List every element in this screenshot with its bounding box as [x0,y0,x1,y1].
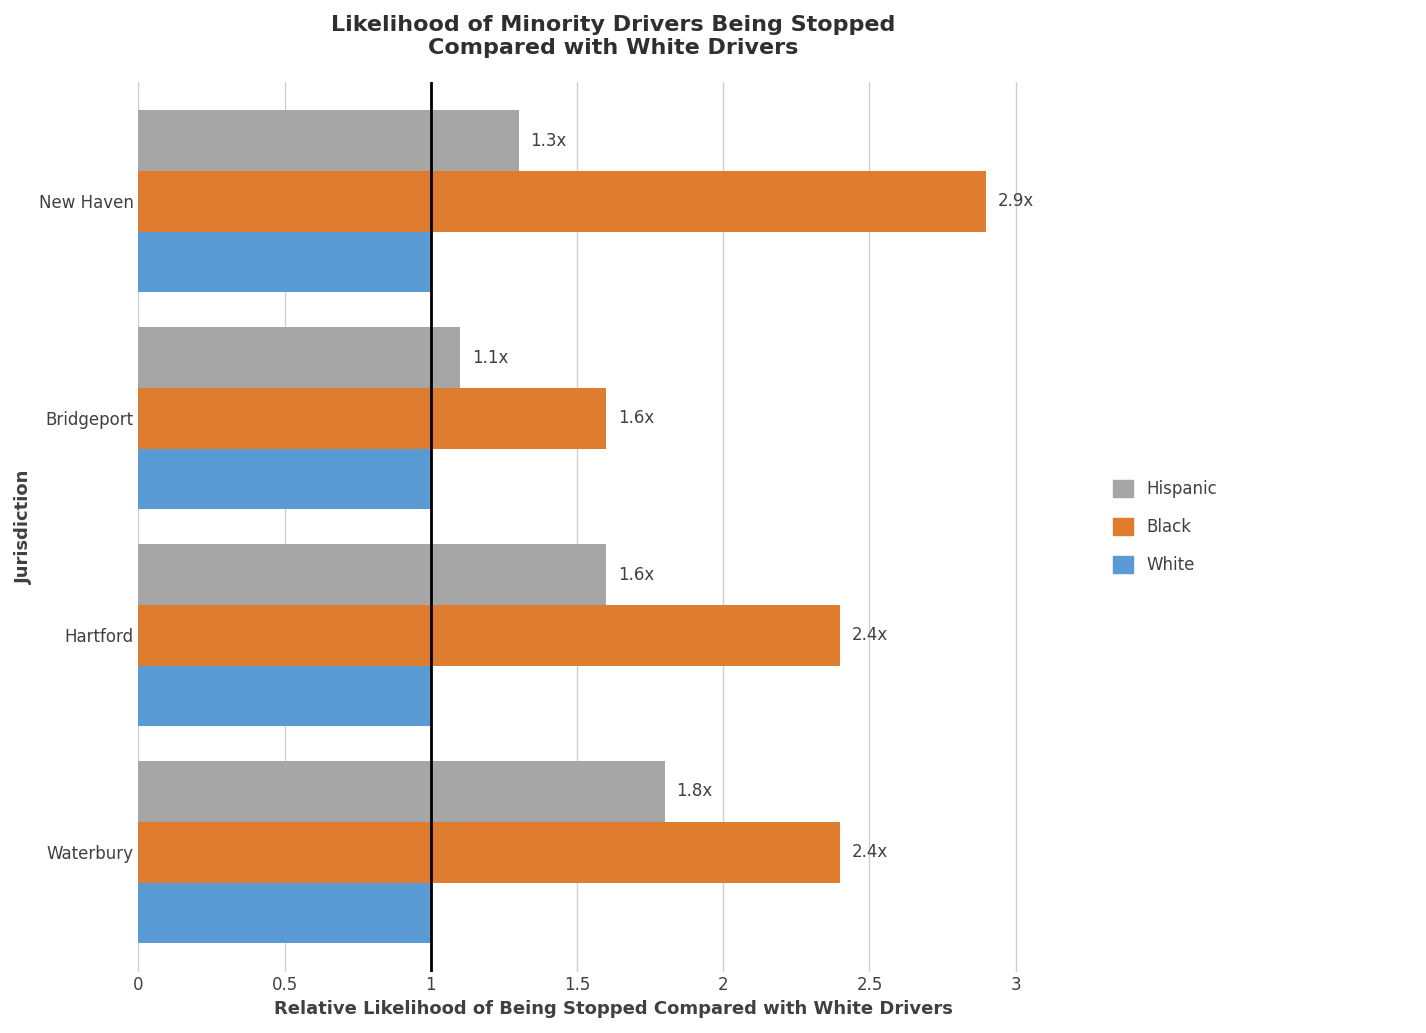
Bar [138,170,987,231]
Text: 1.6x: 1.6x [617,409,655,428]
Text: 1.3x: 1.3x [530,131,566,150]
Bar [138,544,606,605]
Text: 2.4x: 2.4x [851,843,888,862]
Text: 2.9x: 2.9x [998,192,1034,211]
Bar [138,111,519,170]
Text: 1.6x: 1.6x [617,565,655,584]
Legend: Hispanic, Black, White: Hispanic, Black, White [1107,473,1224,581]
Bar [138,882,431,943]
Text: 1.1x: 1.1x [472,348,508,367]
Bar [138,231,431,292]
Bar [138,761,665,822]
Y-axis label: Jurisdiction: Jurisdiction [16,470,33,584]
Text: 1.8x: 1.8x [676,782,713,801]
Bar [138,665,431,726]
Bar [138,448,431,509]
Title: Likelihood of Minority Drivers Being Stopped
Compared with White Drivers: Likelihood of Minority Drivers Being Sto… [331,15,896,58]
Bar [138,822,840,882]
X-axis label: Relative Likelihood of Being Stopped Compared with White Drivers: Relative Likelihood of Being Stopped Com… [274,1000,953,1018]
Text: 2.4x: 2.4x [851,626,888,645]
Bar [138,388,606,448]
Bar [138,605,840,665]
Bar [138,327,461,388]
